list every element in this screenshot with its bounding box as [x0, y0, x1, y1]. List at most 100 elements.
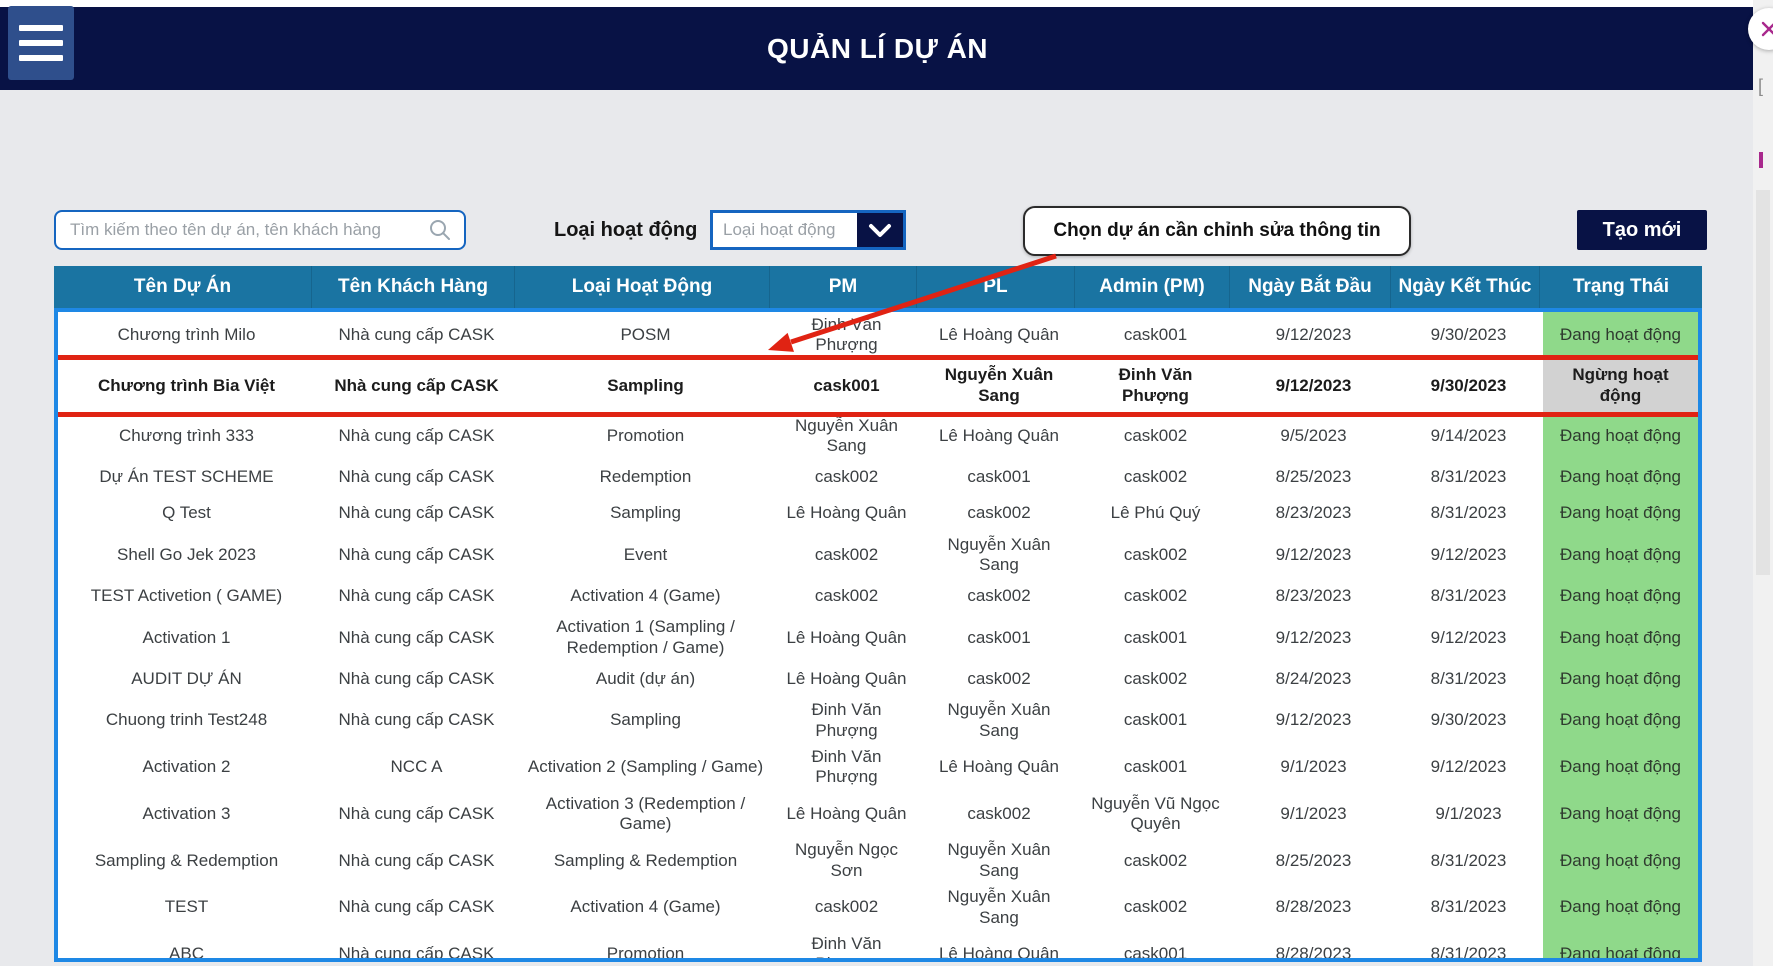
- table-cell: Lê Hoàng Quân: [938, 325, 1060, 345]
- table-cell: 9/14/2023: [1430, 425, 1507, 445]
- table-cell: 9/30/2023: [1430, 325, 1507, 345]
- create-new-button[interactable]: Tạo mới: [1577, 210, 1707, 250]
- table-cell: Nguyễn Vũ Ngọc Quyên: [1091, 793, 1220, 834]
- table-cell: cask002: [814, 586, 879, 606]
- menu-button[interactable]: [8, 6, 74, 80]
- status-badge: Đang hoạt động: [1543, 412, 1698, 460]
- status-badge: Đang hoạt động: [1543, 884, 1698, 932]
- table-cell: 8/25/2023: [1275, 850, 1352, 870]
- table-cell: cask002: [967, 803, 1031, 823]
- column-header-start-date: Ngày Bắt Đầu: [1229, 266, 1390, 308]
- table-cell: Sampling & Redemption: [553, 850, 738, 870]
- table-cell: Lê Hoàng Quân: [786, 627, 907, 647]
- table-cell: 8/25/2023: [1275, 467, 1352, 487]
- table-row[interactable]: TEST Activetion ( GAME) Nhà cung cấp CASK…: [58, 578, 1698, 615]
- table-cell: Lê Hoàng Quân: [786, 503, 907, 523]
- table-cell: cask001: [813, 375, 880, 395]
- table-cell: 9/12/2023: [1430, 757, 1507, 777]
- dropdown-selected-value: Loại hoạt động: [723, 220, 836, 239]
- table-cell: Activation 1: [142, 627, 231, 647]
- table-row[interactable]: ABC Nhà cung cấp CASK Promotion Đinh Văn Ph…: [58, 931, 1698, 962]
- chevron-down-icon: [857, 213, 903, 247]
- table-row[interactable]: Chương trình 333 Nhà cung cấp CASK Promoti…: [58, 412, 1698, 460]
- table-cell: Sampling: [607, 375, 684, 395]
- table-cell: cask002: [814, 897, 879, 917]
- table-cell: Shell Go Jek 2023: [117, 544, 256, 564]
- search-input[interactable]: [56, 220, 428, 240]
- table-cell: cask001: [1123, 627, 1188, 647]
- table-cell: Nguyễn Ngọc Sơn: [794, 840, 898, 880]
- table-cell: TEST Activetion ( GAME): [90, 586, 283, 606]
- table-cell: Chương trình Milo: [117, 325, 256, 345]
- table-cell: Nguyễn Xuân Sang: [947, 840, 1051, 880]
- table-cell: 8/28/2023: [1275, 897, 1352, 917]
- table-row[interactable]: Activation 2 NCC A Activation 2 (Sampling …: [58, 743, 1698, 791]
- table-cell: Nhà cung cấp CASK: [334, 375, 499, 395]
- status-badge: Đang hoạt động: [1543, 614, 1698, 662]
- table-cell: 9/30/2023: [1430, 375, 1507, 395]
- table-row[interactable]: Sampling & Redemption Nhà cung cấp CASK Sa…: [58, 837, 1698, 885]
- table-cell: Activation 3 (Redemption / Game): [545, 793, 746, 834]
- table-row[interactable]: Activation 1 Nhà cung cấp CASK Activation …: [58, 614, 1698, 662]
- status-badge: Đang hoạt động: [1543, 578, 1698, 615]
- table-cell: Lê Hoàng Quân: [786, 803, 907, 823]
- table-row[interactable]: Chương trình Milo Nhà cung cấp CASK POSM Đi…: [58, 312, 1698, 359]
- table-cell: Dự Án TEST SCHEME: [99, 467, 274, 487]
- column-header-pm: PM: [769, 266, 916, 308]
- status-badge: Đang hoạt động: [1543, 837, 1698, 885]
- instruction-callout-text: Chọn dự án cần chỉnh sửa thông tin: [1053, 220, 1381, 241]
- table-cell: 8/23/2023: [1275, 586, 1352, 606]
- table-row[interactable]: Activation 3 Nhà cung cấp CASK Activation …: [58, 790, 1698, 838]
- table-row[interactable]: Shell Go Jek 2023 Nhà cung cấp CASK Event c…: [58, 531, 1698, 579]
- table-cell: Nhà cung cấp CASK: [338, 627, 495, 647]
- table-cell: 9/30/2023: [1430, 710, 1507, 730]
- table-cell: cask001: [967, 467, 1031, 487]
- table-cell: 9/12/2023: [1430, 627, 1507, 647]
- table-row[interactable]: Dự Án TEST SCHEME Nhà cung cấp CASK Redemp…: [58, 459, 1698, 496]
- table-cell: cask002: [1123, 586, 1188, 606]
- status-badge: Đang hoạt động: [1543, 931, 1698, 958]
- table-cell: Activation 3: [142, 803, 231, 823]
- table-cell: 8/31/2023: [1430, 586, 1507, 606]
- table-cell: cask002: [1123, 544, 1188, 564]
- table-row[interactable]: TEST Nhà cung cấp CASK Activation 4 (Game)…: [58, 884, 1698, 932]
- status-badge: Đang hoạt động: [1543, 531, 1698, 579]
- table-cell: cask002: [814, 467, 879, 487]
- table-cell: POSM: [620, 325, 671, 345]
- table-cell: cask001: [1123, 710, 1188, 730]
- table-cell: Activation 4 (Game): [570, 586, 721, 606]
- table-row[interactable]: Chương trình Bia Việt Nhà cung cấp CASK Sa…: [58, 354, 1698, 417]
- table-cell: Nguyễn Xuân Sang: [944, 365, 1054, 405]
- table-cell: 8/31/2023: [1430, 897, 1507, 917]
- table-row[interactable]: Chuong trinh Test248 Nhà cung cấp CASK Sam…: [58, 697, 1698, 744]
- table-body: Chương trình Milo Nhà cung cấp CASK POSM Đi…: [54, 308, 1702, 962]
- table-cell: Nhà cung cấp CASK: [338, 325, 495, 345]
- table-cell: Đinh Văn Phượng: [811, 315, 882, 355]
- table-cell: ABC: [169, 944, 204, 962]
- column-header-activity-type: Loại Hoạt Động: [514, 266, 769, 308]
- table-cell: 8/31/2023: [1430, 850, 1507, 870]
- status-badge: Ngừng hoạt động: [1543, 358, 1698, 413]
- table-cell: cask002: [967, 586, 1031, 606]
- table-cell: cask002: [1123, 425, 1188, 445]
- table-cell: cask001: [1123, 944, 1188, 962]
- table-cell: 8/31/2023: [1430, 944, 1507, 962]
- app-header: QUẢN LÍ DỰ ÁN: [0, 7, 1755, 90]
- scrollbar-thumb[interactable]: [1756, 190, 1770, 575]
- close-x-icon: [1761, 21, 1773, 37]
- status-badge: Đang hoạt động: [1543, 459, 1698, 496]
- table-cell: 9/12/2023: [1275, 710, 1352, 730]
- table-row[interactable]: AUDIT DỰ ÁN Nhà cung cấp CASK Audit (dự án…: [58, 661, 1698, 698]
- table-cell: Nhà cung cấp CASK: [338, 586, 495, 606]
- hamburger-icon: [19, 40, 63, 46]
- panel-text-fragment: [: [1758, 76, 1764, 96]
- table-cell: 8/24/2023: [1275, 668, 1352, 688]
- table-cell: Activation 2: [142, 757, 231, 777]
- table-cell: Lê Hoàng Quân: [938, 757, 1060, 777]
- table-cell: Nguyễn Xuân Sang: [947, 887, 1051, 927]
- table-row[interactable]: Q Test Nhà cung cấp CASK Sampling Lê Hoàng …: [58, 495, 1698, 532]
- table-cell: Nhà cung cấp CASK: [338, 944, 495, 962]
- activity-type-dropdown[interactable]: Loại hoạt động: [710, 210, 906, 250]
- table-cell: 9/12/2023: [1275, 375, 1352, 395]
- status-badge: Đang hoạt động: [1543, 743, 1698, 791]
